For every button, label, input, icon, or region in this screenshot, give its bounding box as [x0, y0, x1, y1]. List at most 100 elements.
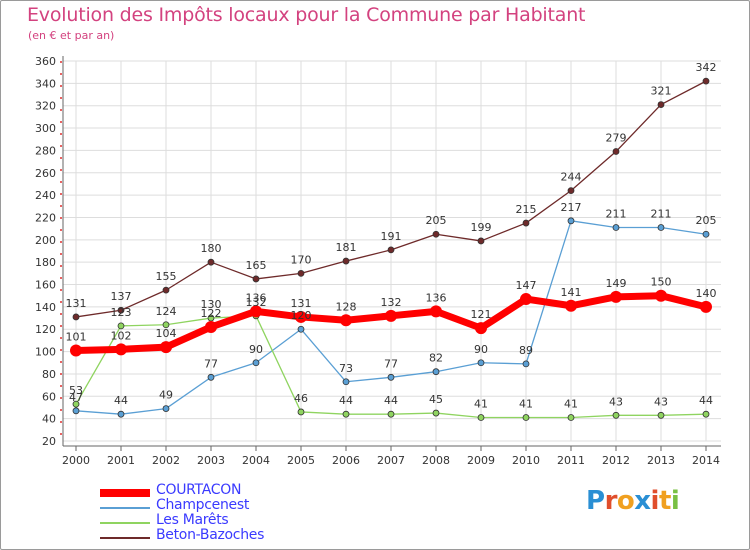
data-point [387, 373, 395, 381]
y-tick-label: 240 [35, 189, 56, 202]
data-label: 211 [651, 208, 672, 221]
data-label: 149 [606, 277, 627, 290]
x-tick-label: 2014 [692, 454, 720, 467]
y-tick-label: 60 [42, 390, 56, 403]
data-label: 101 [66, 330, 87, 343]
data-label: 44 [339, 394, 353, 407]
data-point [72, 313, 80, 321]
data-label: 73 [339, 362, 353, 375]
data-label: 41 [474, 398, 488, 411]
x-tick-label: 2011 [557, 454, 585, 467]
legend-label: Champcenest [156, 497, 250, 513]
data-label: 82 [429, 352, 443, 365]
data-point [250, 305, 262, 318]
data-point [72, 407, 80, 415]
data-point [252, 359, 260, 367]
data-point [160, 341, 172, 354]
data-label: 46 [294, 392, 308, 405]
data-point [297, 325, 305, 333]
y-tick-label: 100 [35, 346, 56, 359]
x-tick-label: 2004 [242, 454, 270, 467]
x-tick-label: 2002 [152, 454, 180, 467]
data-point [612, 148, 620, 155]
data-label: 342 [696, 61, 717, 74]
data-label: 44 [384, 394, 398, 407]
data-label: 43 [609, 395, 623, 408]
data-label: 102 [111, 329, 132, 342]
data-label: 199 [471, 221, 492, 234]
y-tick-label: 260 [35, 167, 56, 180]
data-label: 165 [246, 259, 267, 272]
data-label: 43 [654, 395, 668, 408]
data-point [432, 368, 440, 376]
logo-letter: P [586, 486, 605, 516]
data-point [342, 410, 350, 418]
data-label: 77 [384, 357, 398, 370]
data-point [70, 344, 82, 357]
data-point [567, 217, 575, 225]
data-point [612, 224, 620, 231]
data-point [432, 230, 440, 238]
data-label: 120 [291, 309, 312, 322]
data-point [520, 293, 532, 306]
data-label: 121 [471, 308, 492, 321]
y-tick-label: 20 [42, 435, 56, 448]
data-label: 130 [201, 298, 222, 311]
data-point [522, 219, 530, 227]
data-point [432, 409, 440, 417]
data-point [475, 322, 487, 335]
data-label: 90 [474, 343, 488, 356]
y-tick-label: 140 [35, 301, 56, 314]
data-label: 150 [651, 276, 672, 289]
data-label: 53 [69, 384, 83, 397]
data-point [522, 414, 530, 421]
x-tick-label: 2007 [377, 454, 405, 467]
y-tick-label: 300 [35, 122, 56, 135]
data-point [610, 290, 622, 303]
data-label: 215 [516, 203, 537, 216]
data-point [522, 360, 530, 368]
data-label: 104 [156, 327, 177, 340]
data-point [162, 405, 170, 412]
data-point [477, 359, 485, 367]
data-point [162, 286, 170, 294]
data-label: 122 [201, 307, 222, 320]
x-tick-label: 2012 [602, 454, 630, 467]
x-tick-label: 2001 [107, 454, 135, 467]
data-point [295, 310, 307, 323]
data-label: 217 [561, 201, 582, 214]
y-tick-label: 80 [42, 368, 56, 381]
data-label: 77 [204, 357, 218, 370]
data-label: 45 [429, 393, 443, 406]
data-label: 205 [426, 214, 447, 227]
data-point [430, 305, 442, 318]
data-label: 123 [111, 306, 132, 319]
data-point [115, 343, 127, 356]
legend-swatch [100, 537, 150, 539]
data-point [342, 257, 350, 265]
data-label: 279 [606, 132, 627, 145]
data-point [702, 410, 710, 418]
data-label: 131 [291, 297, 312, 310]
data-point [477, 414, 485, 421]
logo-letter: r [604, 486, 618, 516]
data-point [117, 322, 125, 330]
data-label: 170 [291, 253, 312, 266]
y-tick-label: 200 [35, 234, 56, 247]
data-label: 147 [516, 279, 537, 292]
y-tick-label: 360 [35, 55, 56, 68]
legend-label: COURTACON [156, 482, 242, 498]
x-tick-label: 2009 [467, 454, 495, 467]
logo-letter: x [634, 486, 651, 516]
data-point [207, 258, 215, 266]
data-label: 132 [381, 296, 402, 309]
data-label: 89 [519, 344, 533, 357]
data-label: 321 [651, 85, 672, 98]
data-point [565, 299, 577, 312]
data-point [252, 275, 260, 283]
data-label: 90 [249, 343, 263, 356]
data-label: 131 [66, 297, 87, 310]
data-label: 181 [336, 241, 357, 254]
data-point [567, 414, 575, 421]
data-point [567, 187, 575, 195]
